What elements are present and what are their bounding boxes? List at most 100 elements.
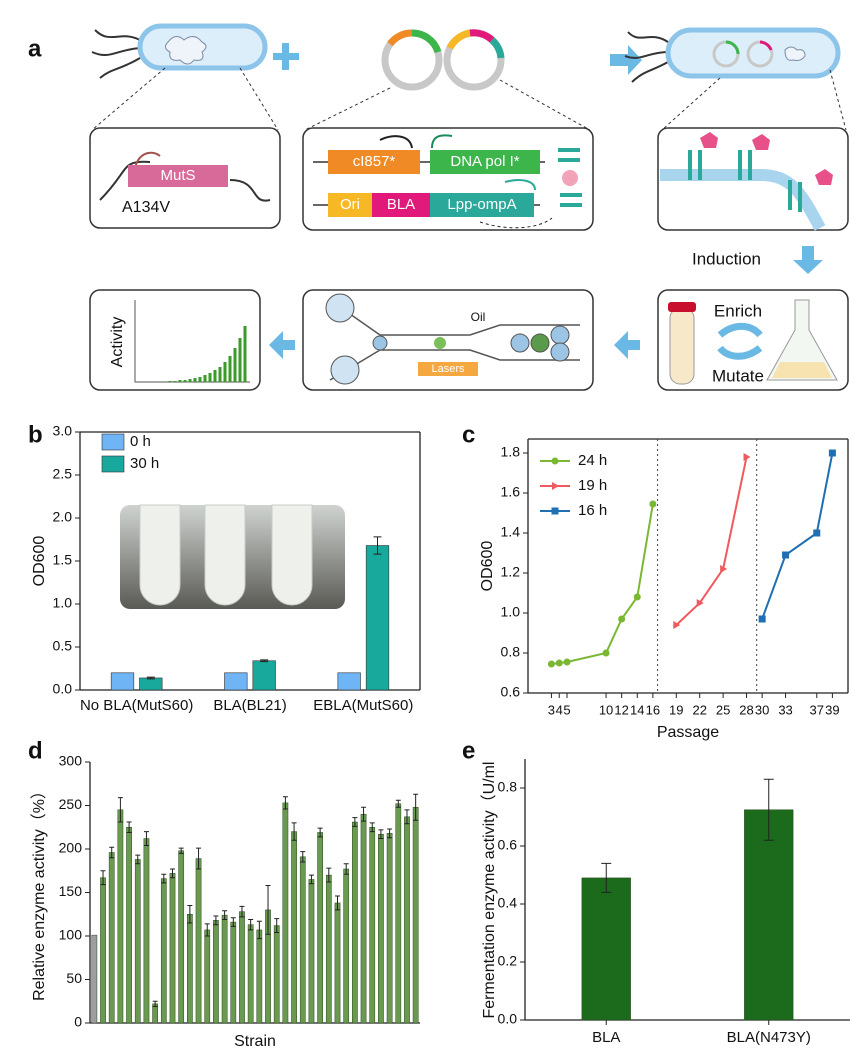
y-axis-label: Relative enzyme activity（%） — [30, 783, 48, 1001]
droplet — [550, 325, 570, 345]
bar — [317, 832, 323, 1024]
protein — [558, 148, 582, 207]
bar — [308, 879, 315, 1024]
promoter — [431, 134, 453, 149]
gene-label: Ori — [340, 196, 360, 213]
y-tick-label: 0.8 — [498, 779, 518, 795]
marker — [828, 449, 836, 457]
dna — [99, 160, 271, 202]
error-bar — [265, 885, 271, 935]
bar — [369, 827, 376, 1024]
y-tick-label: 1.0 — [501, 604, 521, 620]
gene — [328, 193, 372, 217]
bar — [325, 874, 332, 1024]
line — [551, 503, 654, 665]
error-bar — [260, 659, 269, 663]
droplet — [550, 342, 570, 362]
error-bar — [143, 831, 149, 847]
error-bar — [352, 817, 358, 827]
mini-bars — [168, 326, 247, 382]
error-bar — [395, 799, 401, 808]
channel-label: Oil — [471, 310, 486, 324]
bar — [256, 929, 263, 1024]
channel — [329, 299, 580, 381]
promoter — [504, 179, 536, 191]
flask — [766, 299, 838, 381]
error-bar — [117, 797, 123, 823]
bar — [224, 672, 248, 691]
flagella — [91, 29, 141, 79]
error-bar — [308, 874, 314, 885]
line — [761, 452, 834, 620]
y-tick-label: 3.0 — [53, 423, 73, 439]
line — [675, 456, 748, 626]
arrow — [479, 217, 553, 229]
y-tick-label: 1.8 — [501, 444, 521, 460]
bar — [221, 914, 228, 1024]
error-bar — [178, 847, 184, 854]
bar — [378, 833, 384, 1024]
error-bar — [300, 851, 306, 863]
bar — [195, 858, 202, 1024]
bar — [91, 934, 98, 1024]
error-bar — [387, 828, 393, 839]
x-tick-label: EBLA(MutS60) — [313, 697, 413, 714]
arrow — [269, 331, 295, 359]
step-label: Mutate — [712, 366, 764, 385]
marker — [743, 453, 751, 461]
y-tick-label: 0.4 — [498, 895, 518, 911]
laser — [418, 362, 478, 376]
y-tick-label: 2.5 — [53, 466, 73, 482]
bar — [365, 545, 390, 691]
zoom-lines — [91, 67, 847, 131]
marker — [618, 615, 626, 623]
bar — [110, 672, 135, 691]
photo-inset — [120, 504, 345, 609]
bar — [343, 868, 350, 1024]
legend-label: 19 h — [578, 477, 607, 494]
error-bar — [170, 868, 175, 879]
plasmid-gene — [489, 37, 505, 59]
gene — [430, 150, 540, 174]
legend-label: 30 h — [130, 455, 159, 472]
marker — [673, 621, 681, 629]
x-tick-label: 12 — [614, 702, 628, 717]
error-bar — [373, 536, 382, 555]
y-tick-label: 2.0 — [53, 509, 73, 525]
marker — [547, 660, 555, 668]
x-tick-label: No BLA(MutS60) — [80, 697, 193, 714]
enzyme — [700, 132, 833, 185]
y-tick-label: 0 — [74, 1014, 82, 1030]
x-tick-label: BLA — [592, 1029, 620, 1046]
error-bar — [222, 910, 228, 920]
error-bar — [109, 846, 115, 859]
bar — [247, 924, 254, 1024]
bar — [108, 852, 115, 1024]
y-tick-label: 150 — [59, 883, 83, 899]
legend-label: 0 h — [130, 433, 151, 450]
genome — [784, 46, 806, 61]
bar — [744, 809, 794, 1021]
x-axis-label: Strain — [234, 1033, 276, 1050]
marker — [555, 659, 563, 667]
mini-axis-label: Activity — [109, 317, 126, 368]
bar — [204, 929, 211, 1024]
plasmid-gene — [759, 40, 773, 51]
error-bar — [282, 796, 288, 810]
gene-label: cI857* — [353, 153, 396, 170]
y-axis-label: OD600 — [479, 541, 496, 592]
y-axis-label: OD600 — [31, 536, 48, 587]
plasmid-gene — [469, 29, 495, 43]
error-bar — [196, 847, 202, 870]
arrow — [614, 331, 640, 359]
marker — [813, 529, 821, 537]
bar — [291, 831, 297, 1024]
mini-axis — [134, 300, 250, 383]
bar — [337, 672, 361, 691]
error-bar — [343, 863, 349, 875]
bar — [117, 809, 124, 1024]
bar — [404, 816, 410, 1024]
error-bar — [135, 854, 141, 865]
genome — [164, 36, 207, 65]
